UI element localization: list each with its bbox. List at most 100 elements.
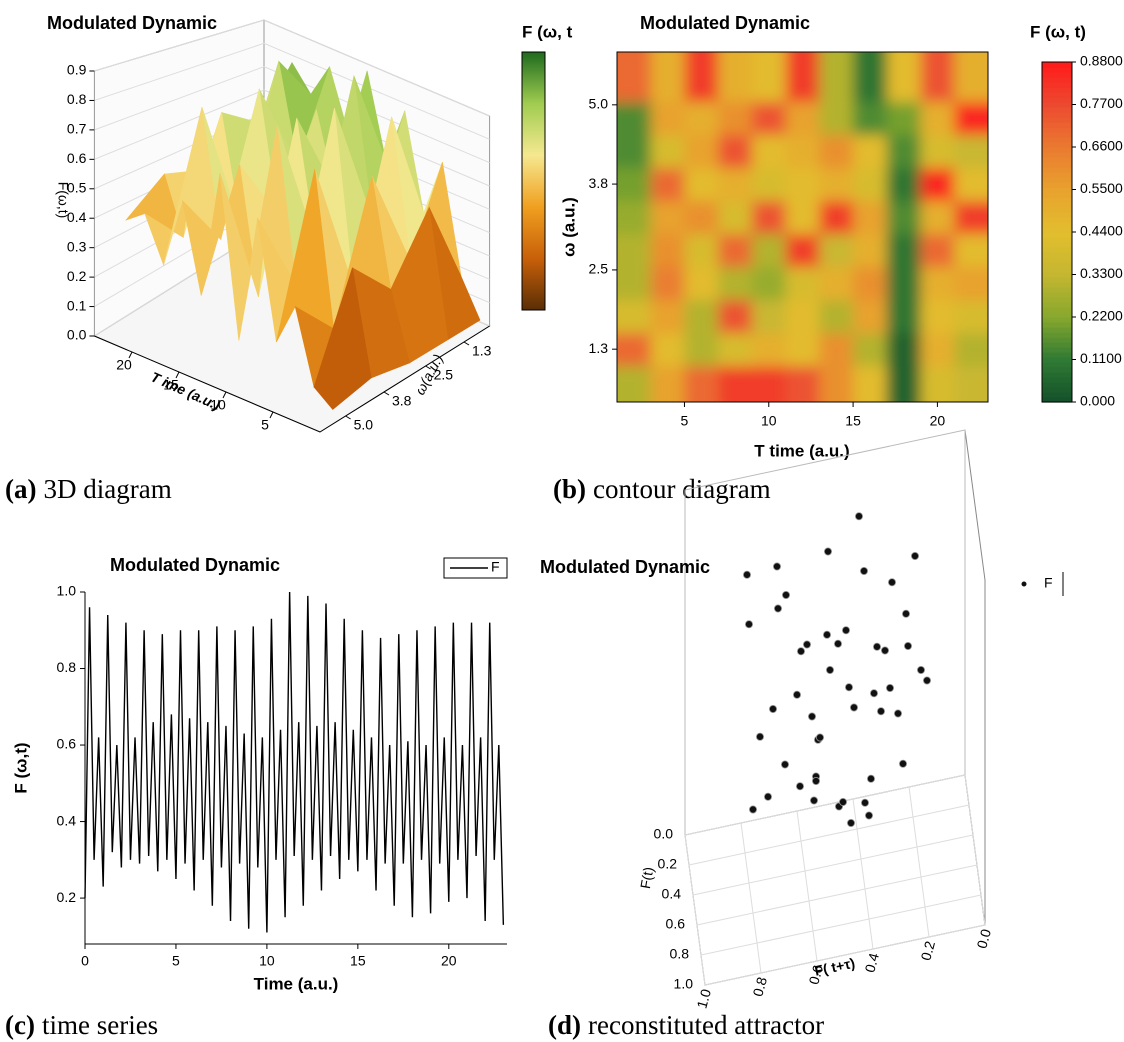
colorbar-slice bbox=[1042, 72, 1072, 78]
tick-mark bbox=[222, 391, 227, 399]
heatmap-cell bbox=[617, 233, 652, 268]
x-tick-label: 15 bbox=[845, 413, 861, 429]
y-tick-label: 3.8 bbox=[392, 393, 412, 409]
colorbar-tick-label: 0.8800 bbox=[1080, 53, 1123, 69]
tick-mark bbox=[425, 365, 431, 370]
point bbox=[923, 676, 932, 685]
colorbar-slice bbox=[1042, 217, 1072, 223]
heatmap-cell bbox=[853, 299, 888, 334]
panel-label: (c) bbox=[5, 1010, 35, 1040]
heatmap-cell bbox=[718, 299, 753, 334]
point bbox=[823, 630, 832, 639]
grid-line bbox=[796, 810, 818, 962]
colorbar-slice bbox=[1042, 202, 1072, 208]
heatmap-cell bbox=[819, 167, 854, 202]
colorbar-slice bbox=[1042, 207, 1072, 213]
colorbar-slice bbox=[1042, 322, 1072, 328]
heatmap-cell bbox=[718, 200, 753, 235]
point bbox=[756, 732, 765, 741]
z-tick-label: 0.3 bbox=[67, 238, 87, 254]
heatmap-cell bbox=[684, 52, 719, 103]
colorbar-slice bbox=[1042, 377, 1072, 383]
colorbar-slice bbox=[1042, 272, 1072, 278]
heatmap-cell bbox=[785, 200, 820, 235]
point bbox=[803, 640, 812, 649]
y-tick-label: 0.6 bbox=[806, 963, 827, 986]
heatmap-cell bbox=[718, 167, 753, 202]
colorbar-slice bbox=[1042, 397, 1072, 403]
legend-label: F bbox=[1044, 575, 1053, 591]
point bbox=[808, 712, 817, 721]
heatmap-cell bbox=[785, 134, 820, 169]
floor bbox=[684, 774, 986, 986]
heatmap-cell bbox=[684, 365, 719, 402]
y-tick-label: 0.6 bbox=[57, 736, 77, 752]
colorbar-tick-label: 0.5500 bbox=[1080, 180, 1123, 196]
x-tick-label: 15 bbox=[350, 953, 366, 969]
chart-title: Modulated Dynamic bbox=[110, 555, 280, 575]
colorbar-tick-label: 0.4400 bbox=[1080, 223, 1123, 239]
point bbox=[812, 777, 821, 786]
z-tick-label: 0.9 bbox=[67, 62, 87, 78]
point bbox=[749, 805, 758, 814]
colorbar-slice bbox=[1042, 62, 1072, 68]
colorbar-slice bbox=[1042, 92, 1072, 98]
colorbar-slice bbox=[1042, 382, 1072, 388]
z-tick-label: 0.1 bbox=[67, 297, 87, 313]
colorbar-slice bbox=[1042, 357, 1072, 363]
y-tick-label: 0.0 bbox=[974, 927, 995, 950]
heatmap-cell bbox=[954, 365, 988, 402]
heatmap-cell bbox=[886, 134, 922, 169]
colorbar-slice bbox=[1042, 172, 1072, 178]
heatmap-cell bbox=[751, 52, 787, 103]
colorbar-slice bbox=[1042, 222, 1072, 228]
plot-frame bbox=[616, 51, 989, 403]
colorbar-slice bbox=[1042, 342, 1072, 348]
y-tick-label: 2.5 bbox=[434, 367, 454, 383]
grid-line bbox=[94, 89, 490, 187]
colorbar-slice bbox=[1042, 107, 1072, 113]
heatmap-cell bbox=[954, 52, 988, 103]
caption-text: time series bbox=[42, 1010, 158, 1040]
heatmap-cell bbox=[684, 167, 719, 202]
heatmap-cell bbox=[650, 134, 685, 169]
tick-mark bbox=[269, 411, 274, 419]
x-tick-label: 0.4 bbox=[662, 886, 682, 902]
heatmap-cell bbox=[785, 101, 820, 136]
point bbox=[873, 642, 882, 651]
point bbox=[855, 512, 864, 521]
colorbar-slice bbox=[1042, 262, 1072, 268]
heatmap-cell bbox=[785, 365, 820, 402]
point bbox=[917, 666, 926, 675]
point bbox=[886, 684, 895, 693]
heatmap-cell bbox=[718, 365, 753, 402]
heatmap-cell bbox=[920, 134, 955, 169]
point bbox=[826, 666, 835, 675]
point bbox=[816, 733, 825, 742]
point bbox=[782, 591, 791, 600]
heatmap-cell bbox=[684, 200, 719, 235]
point bbox=[904, 642, 913, 651]
colorbar-slice bbox=[1042, 147, 1072, 153]
colorbar-slice bbox=[1042, 177, 1072, 183]
heatmap-cell bbox=[785, 266, 820, 301]
axis-line bbox=[94, 325, 490, 433]
heatmap-cell bbox=[819, 299, 854, 334]
legend-label: F bbox=[491, 559, 500, 575]
y-tick-label: 2.5 bbox=[589, 261, 609, 277]
colorbar-tick-label: 0.3300 bbox=[1080, 265, 1123, 281]
chart-title: Modulated Dynamic bbox=[47, 13, 217, 33]
colorbar-slice bbox=[1042, 307, 1072, 313]
colorbar-slice bbox=[1042, 247, 1072, 253]
point bbox=[774, 604, 783, 613]
z-tick-label: 0.4 bbox=[67, 209, 87, 225]
colorbar-slice bbox=[1042, 392, 1072, 398]
heatmap-cell bbox=[886, 365, 922, 402]
y-tick-label: 0.8 bbox=[750, 975, 771, 998]
heatmap-cell bbox=[853, 167, 888, 202]
heatmap-cell bbox=[684, 134, 719, 169]
heatmap-cell bbox=[853, 233, 888, 268]
grid-line bbox=[688, 804, 970, 866]
colorbar-slice bbox=[1042, 137, 1072, 143]
heatmap-cell bbox=[718, 332, 753, 367]
